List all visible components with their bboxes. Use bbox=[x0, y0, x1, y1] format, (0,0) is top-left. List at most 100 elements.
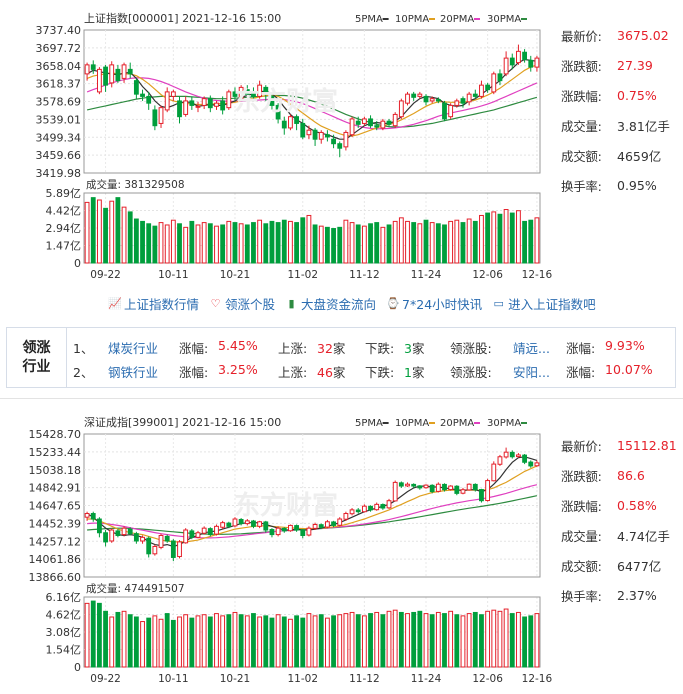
candle-body bbox=[263, 521, 269, 531]
volume-bar bbox=[232, 611, 238, 668]
price-tick-label: 3618.37 bbox=[36, 78, 82, 91]
stat-label: 成交量: bbox=[561, 528, 602, 544]
link-index-quote[interactable]: 📈 上证指数行情 bbox=[108, 296, 200, 312]
volume-bar bbox=[405, 220, 410, 264]
volume-bar bbox=[306, 613, 312, 668]
volume-bar bbox=[294, 615, 300, 668]
candle-body bbox=[170, 540, 176, 558]
price-tick-label: 14061.86 bbox=[29, 553, 82, 566]
legend-entry: 10PMA bbox=[395, 418, 429, 429]
x-tick-label: 11-24 bbox=[411, 673, 442, 685]
sector-up-count: 32 bbox=[317, 341, 333, 356]
candle-body bbox=[318, 131, 324, 140]
volume-bar bbox=[479, 614, 484, 668]
stat-row: 成交量: 4.74亿手 bbox=[561, 520, 679, 550]
x-tick-label: 10-21 bbox=[220, 269, 251, 281]
volume-bar bbox=[454, 614, 460, 668]
volume-bar bbox=[411, 222, 417, 264]
shanghai-index-panel: 上证指数[000001] 2021-12-16 15:00 5PMA 10PMA 20… bbox=[0, 0, 683, 325]
x-tick-label: 11-12 bbox=[349, 673, 380, 685]
volume-bar bbox=[294, 222, 300, 264]
link-capital-flow[interactable]: ▮ 大盘资金流向 bbox=[285, 294, 377, 313]
volume-bar bbox=[244, 224, 250, 264]
candle-body bbox=[140, 536, 145, 542]
price-tick-label: 3737.40 bbox=[36, 24, 82, 37]
stat-row: 涨跌幅: 0.58% bbox=[561, 490, 679, 520]
volume-bar bbox=[337, 614, 343, 668]
candle-body bbox=[398, 482, 404, 487]
volume-bar bbox=[201, 614, 207, 668]
candle-body bbox=[491, 463, 497, 482]
volume-bar bbox=[251, 222, 256, 264]
volume-bar bbox=[411, 611, 417, 668]
price-tick-label: 14842.91 bbox=[29, 482, 82, 495]
volume-bar bbox=[257, 616, 263, 668]
volume-bar bbox=[460, 222, 466, 264]
candle-body bbox=[429, 98, 435, 102]
ma5-line bbox=[86, 58, 537, 140]
legend-entry: 5PMA bbox=[355, 14, 383, 25]
volume-bar bbox=[232, 222, 238, 264]
candle-body bbox=[201, 98, 207, 106]
volume-bar bbox=[374, 611, 380, 668]
price-tick-label: 3658.04 bbox=[36, 60, 82, 73]
volume-bar bbox=[429, 222, 435, 264]
volume-bar bbox=[516, 210, 521, 264]
sector-name-link[interactable]: 煤炭行业 bbox=[108, 341, 159, 356]
volume-bar bbox=[170, 219, 176, 264]
candle-body bbox=[214, 525, 219, 535]
x-tick-label: 10-11 bbox=[158, 673, 189, 685]
stat-value: 0.95% bbox=[617, 177, 657, 193]
volume-bar bbox=[269, 220, 275, 264]
x-tick-label: 12-16 bbox=[522, 673, 553, 685]
volume-bar bbox=[435, 223, 441, 264]
candle-body bbox=[435, 483, 441, 492]
candle-body bbox=[244, 520, 250, 525]
candle-body bbox=[479, 84, 484, 97]
link-leading-stocks[interactable]: ♡ 领涨个股 bbox=[210, 296, 276, 312]
candle-body bbox=[503, 57, 509, 75]
leading-stock-link[interactable]: 安阳... bbox=[513, 365, 550, 380]
volume-bar bbox=[109, 200, 115, 264]
candle-body bbox=[528, 59, 534, 68]
ma30-line bbox=[86, 94, 538, 128]
stat-value: 15112.81 bbox=[617, 437, 677, 453]
sector-name-link[interactable]: 钢铁行业 bbox=[108, 365, 159, 380]
candle-body bbox=[343, 131, 349, 148]
stat-row: 成交额: 6477亿 bbox=[561, 550, 679, 580]
volume-bar bbox=[343, 613, 349, 668]
stat-label: 成交量: bbox=[561, 118, 602, 134]
x-tick-label: 12-06 bbox=[472, 673, 503, 685]
volume-bar bbox=[84, 201, 90, 264]
volume-label: 成交量: 474491507 bbox=[86, 582, 185, 595]
x-tick-label: 11-24 bbox=[411, 269, 442, 281]
legend-swatch bbox=[474, 18, 480, 20]
volume-bar bbox=[318, 614, 324, 668]
stat-label: 换手率: bbox=[561, 588, 602, 604]
price-tick-label: 3459.66 bbox=[36, 149, 82, 162]
price-tick-label: 14452.39 bbox=[29, 517, 82, 530]
price-tick-label: 15233.44 bbox=[29, 446, 82, 459]
volume-bar bbox=[115, 197, 121, 264]
shanghai-stats: 最新价: 3675.02 涨跌额: 27.39 涨跌幅: 0.75% 成交量: 3.81亿手成… bbox=[561, 20, 679, 200]
candle-body bbox=[195, 532, 201, 538]
link-news-flash[interactable]: ⌚ 7*24小时快讯 bbox=[386, 296, 483, 312]
candle-body bbox=[448, 485, 454, 491]
volume-bar bbox=[472, 611, 478, 668]
leading-stock-link[interactable]: 靖远... bbox=[513, 341, 550, 356]
volume-bar bbox=[207, 616, 213, 668]
candle-body bbox=[485, 84, 491, 91]
volume-bar bbox=[435, 611, 441, 668]
volume-bar bbox=[355, 224, 361, 264]
bar-chart-icon: ▮ bbox=[288, 296, 295, 310]
volume-bar bbox=[528, 219, 534, 264]
candle-body bbox=[214, 102, 219, 107]
volume-bar bbox=[121, 206, 127, 264]
volume-bar bbox=[405, 613, 410, 668]
volume-bar bbox=[429, 614, 435, 668]
stat-value: 2.37% bbox=[617, 587, 657, 603]
volume-bar bbox=[214, 613, 219, 668]
candle-body bbox=[491, 73, 497, 93]
candle-body bbox=[349, 509, 355, 515]
link-index-forum[interactable]: ▭ 进入上证指数吧 bbox=[493, 296, 596, 312]
